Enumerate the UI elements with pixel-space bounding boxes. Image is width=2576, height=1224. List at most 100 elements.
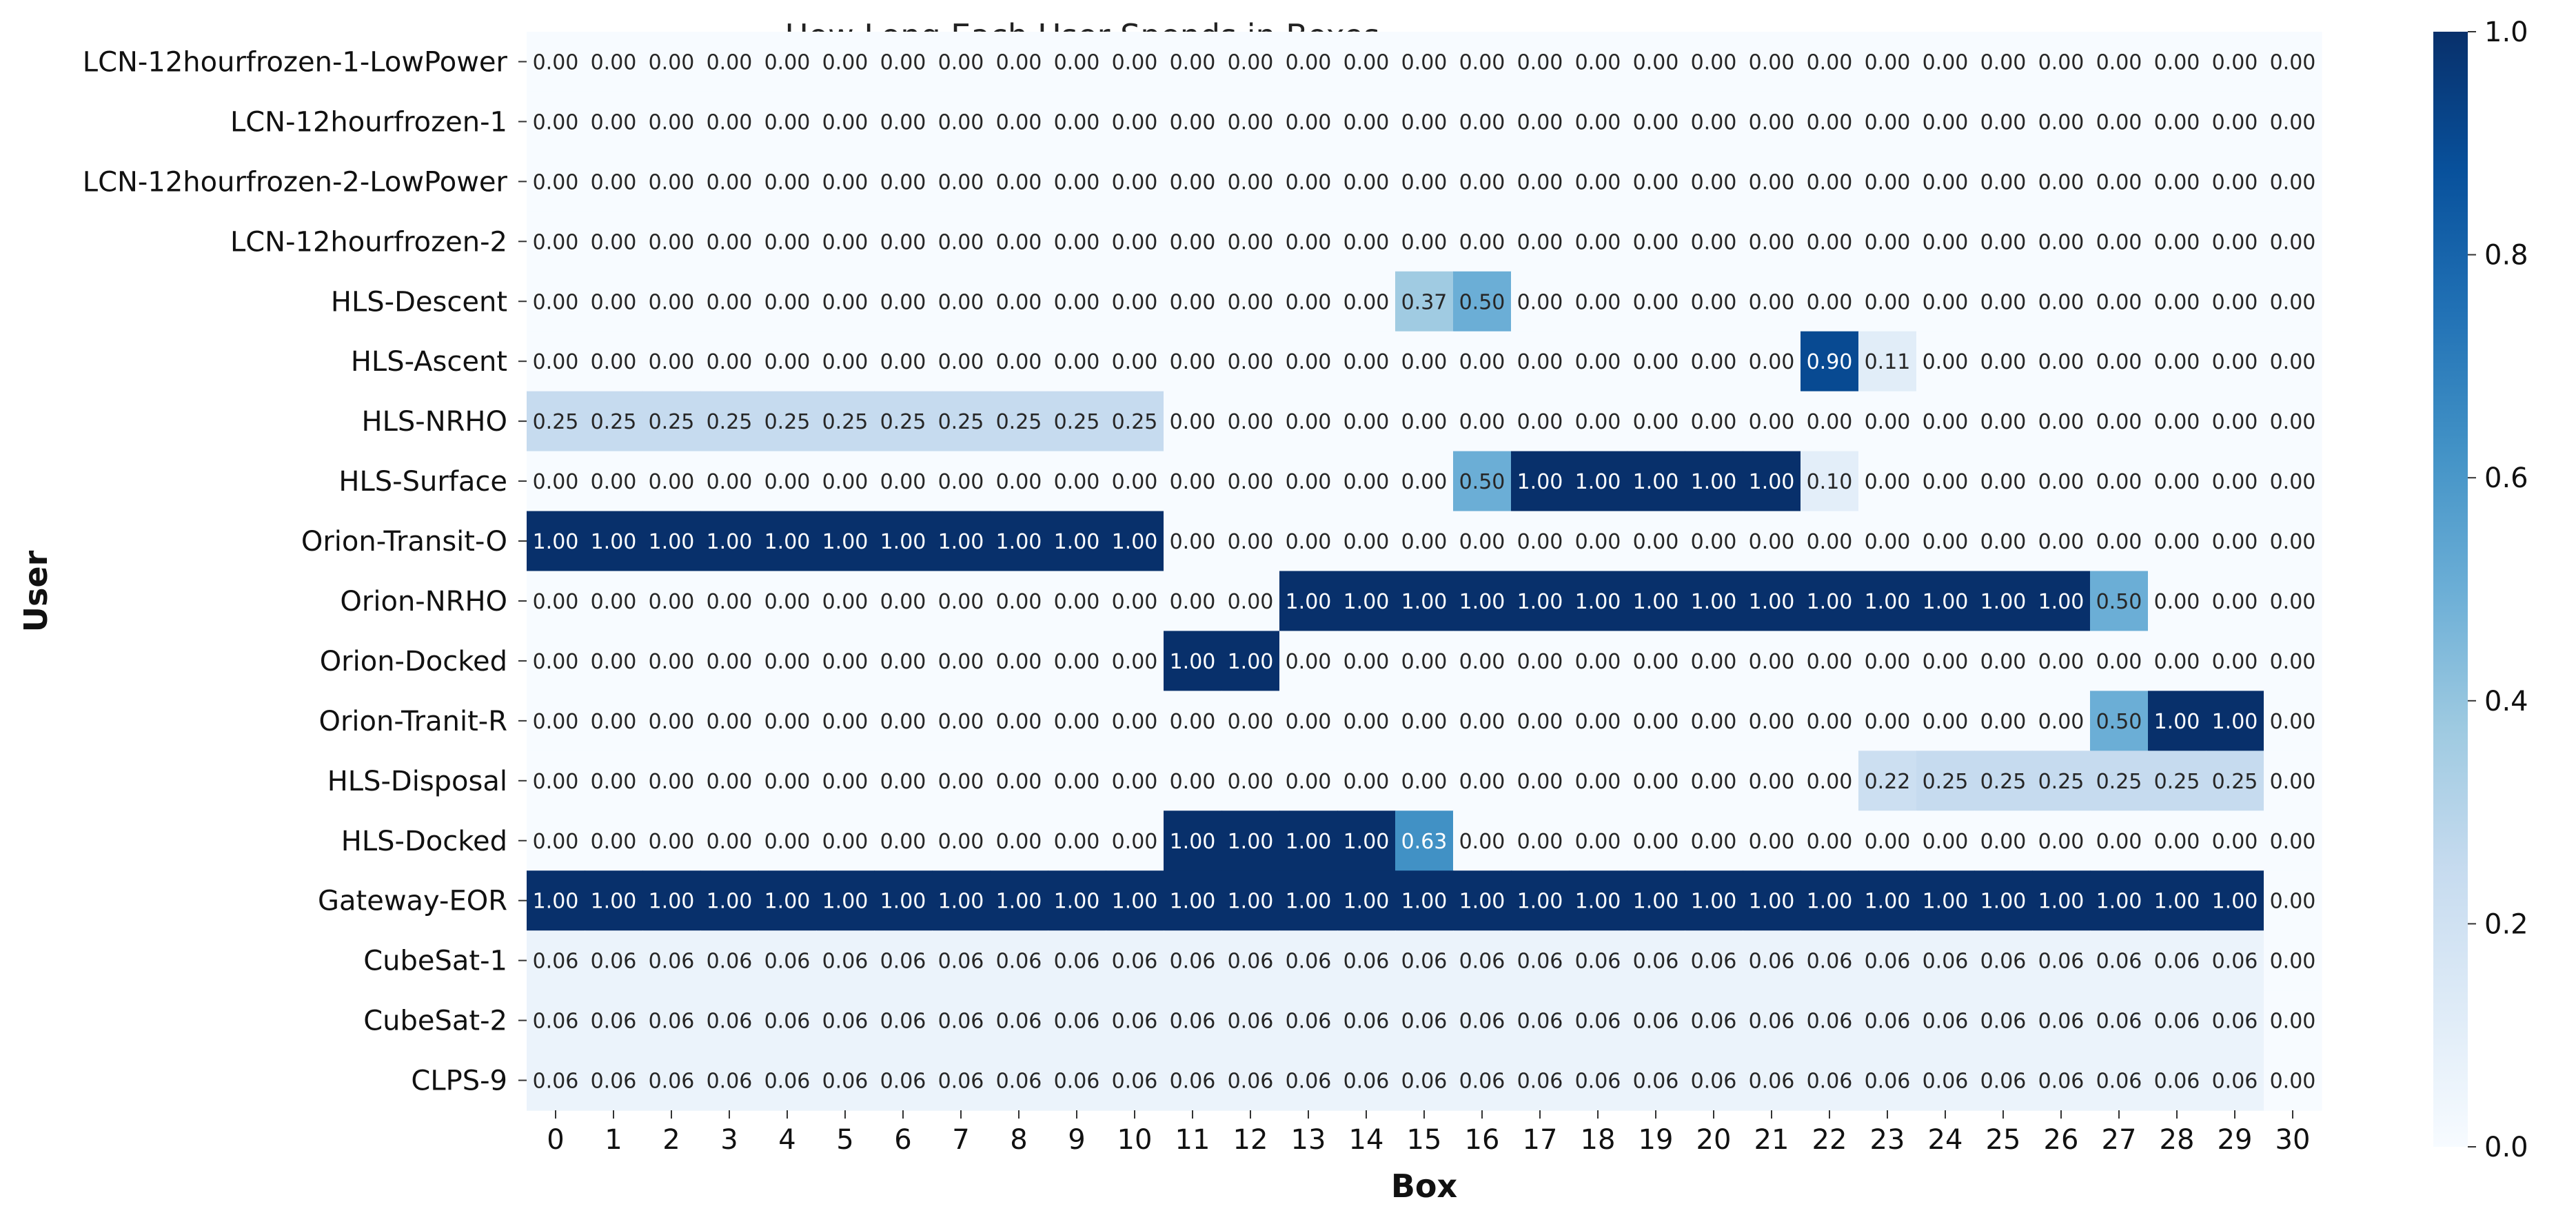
cell-value-label: 0.00 bbox=[591, 710, 637, 734]
cell-value-label: 0.00 bbox=[2212, 650, 2258, 674]
heatmap-cell bbox=[1974, 451, 2033, 512]
cell-value-label: 0.00 bbox=[649, 50, 695, 74]
heatmap-cell bbox=[1685, 1050, 1743, 1111]
cell-value-label: 1.00 bbox=[764, 890, 811, 914]
heatmap-cell bbox=[1569, 151, 1627, 212]
cell-value-label: 0.00 bbox=[1923, 290, 1969, 314]
cell-value-label: 0.00 bbox=[1865, 650, 1911, 674]
heatmap-cell bbox=[585, 271, 643, 332]
cell-value-label: 0.00 bbox=[996, 830, 1042, 854]
heatmap-cell bbox=[2032, 751, 2091, 811]
cell-value-label: 0.06 bbox=[1517, 1070, 1563, 1094]
cell-value-label: 1.00 bbox=[880, 890, 926, 914]
heatmap-cell bbox=[758, 870, 817, 931]
heatmap-cell bbox=[758, 451, 817, 512]
cell-value-label: 0.00 bbox=[2096, 290, 2142, 314]
heatmap-cell bbox=[1974, 391, 2033, 452]
cell-value-label: 1.00 bbox=[1517, 590, 1563, 614]
cell-value-label: 0.06 bbox=[938, 950, 984, 974]
cell-value-label: 0.00 bbox=[533, 50, 579, 74]
cell-value-label: 0.00 bbox=[880, 590, 926, 614]
heatmap-cell bbox=[758, 271, 817, 332]
heatmap-cell bbox=[1453, 751, 1512, 811]
x-tick-label: 11 bbox=[1175, 1124, 1210, 1156]
cell-value-label: 0.37 bbox=[1401, 290, 1448, 314]
heatmap-cell bbox=[1337, 211, 1396, 272]
y-tick-label: LCN-12hourfrozen-1 bbox=[230, 106, 507, 138]
y-tick-label: HLS-Docked bbox=[341, 826, 507, 857]
cell-value-label: 0.00 bbox=[707, 710, 753, 734]
heatmap-cell bbox=[1164, 451, 1222, 512]
heatmap-cell bbox=[1627, 32, 1685, 92]
cell-value-label: 0.22 bbox=[1865, 770, 1911, 794]
heatmap-cell bbox=[1221, 631, 1280, 691]
cell-value-label: 0.00 bbox=[1343, 110, 1390, 134]
x-tick-label: 7 bbox=[952, 1124, 969, 1156]
cell-value-label: 0.00 bbox=[2270, 770, 2316, 794]
heatmap-cell bbox=[1511, 211, 1570, 272]
cell-value-label: 0.00 bbox=[1749, 170, 1795, 194]
heatmap-cell bbox=[2148, 331, 2207, 392]
heatmap-cell bbox=[527, 631, 585, 691]
cell-value-label: 0.00 bbox=[1865, 830, 1911, 854]
cell-value-label: 0.06 bbox=[1633, 1010, 1679, 1034]
heatmap-cell bbox=[1453, 91, 1512, 152]
heatmap-cell bbox=[1801, 631, 1859, 691]
heatmap-cell bbox=[1453, 331, 1512, 392]
y-tick-label: HLS-Ascent bbox=[351, 346, 507, 378]
cell-value-label: 0.25 bbox=[1923, 770, 1969, 794]
cell-value-label: 0.00 bbox=[822, 50, 869, 74]
heatmap-cell bbox=[2206, 211, 2264, 272]
cell-value-label: 0.00 bbox=[938, 170, 984, 194]
cell-value-label: 0.00 bbox=[880, 290, 926, 314]
x-tick-label: 6 bbox=[894, 1124, 911, 1156]
heatmap-cell bbox=[1395, 211, 1454, 272]
cell-value-label: 0.00 bbox=[1807, 710, 1853, 734]
heatmap-cell bbox=[758, 331, 817, 392]
heatmap-cell bbox=[642, 271, 701, 332]
heatmap-cell bbox=[816, 451, 875, 512]
cell-value-label: 0.00 bbox=[1170, 710, 1216, 734]
cell-value-label: 0.00 bbox=[1286, 710, 1332, 734]
cell-value-label: 0.00 bbox=[1459, 650, 1505, 674]
cell-value-label: 0.63 bbox=[1401, 830, 1448, 854]
heatmap-cell bbox=[1453, 631, 1512, 691]
cell-value-label: 0.00 bbox=[1980, 710, 2027, 734]
cell-value-label: 0.00 bbox=[938, 110, 984, 134]
heatmap-cell bbox=[2148, 990, 2207, 1051]
heatmap-cell bbox=[1627, 1050, 1685, 1111]
y-tick-label: HLS-Disposal bbox=[327, 766, 507, 797]
cell-value-label: 0.00 bbox=[1459, 770, 1505, 794]
x-tick-label: 9 bbox=[1068, 1124, 1085, 1156]
cell-value-label: 0.00 bbox=[880, 770, 926, 794]
cell-value-label: 0.00 bbox=[880, 230, 926, 254]
cell-value-label: 0.00 bbox=[822, 230, 869, 254]
heatmap-cell bbox=[1916, 990, 1975, 1051]
heatmap-cell bbox=[2148, 571, 2207, 632]
cell-value-label: 0.00 bbox=[1865, 530, 1911, 554]
cell-value-label: 0.00 bbox=[764, 110, 811, 134]
cell-value-label: 0.00 bbox=[1170, 110, 1216, 134]
cell-value-label: 0.25 bbox=[649, 410, 695, 434]
heatmap-cell bbox=[527, 511, 585, 572]
colorbar-tick-label: 1.0 bbox=[2484, 17, 2528, 48]
heatmap-cell bbox=[816, 751, 875, 811]
heatmap-cell bbox=[1974, 930, 2033, 991]
heatmap-cell bbox=[1627, 751, 1685, 811]
heatmap-cell bbox=[1685, 271, 1743, 332]
heatmap-cell bbox=[1279, 32, 1338, 92]
cell-value-label: 0.00 bbox=[1633, 650, 1679, 674]
heatmap-cell bbox=[1337, 271, 1396, 332]
cell-value-label: 0.00 bbox=[1865, 230, 1911, 254]
cell-value-label: 0.00 bbox=[1401, 110, 1448, 134]
cell-value-label: 0.00 bbox=[1980, 230, 2027, 254]
heatmap-cell bbox=[1569, 331, 1627, 392]
cell-value-label: 0.00 bbox=[2096, 410, 2142, 434]
heatmap-cell bbox=[1337, 810, 1396, 871]
heatmap-cell bbox=[1569, 211, 1627, 272]
cell-value-label: 0.00 bbox=[996, 710, 1042, 734]
cell-value-label: 0.00 bbox=[938, 590, 984, 614]
cell-value-label: 0.06 bbox=[533, 950, 579, 974]
cell-value-label: 0.00 bbox=[764, 710, 811, 734]
heatmap-cell bbox=[874, 32, 933, 92]
